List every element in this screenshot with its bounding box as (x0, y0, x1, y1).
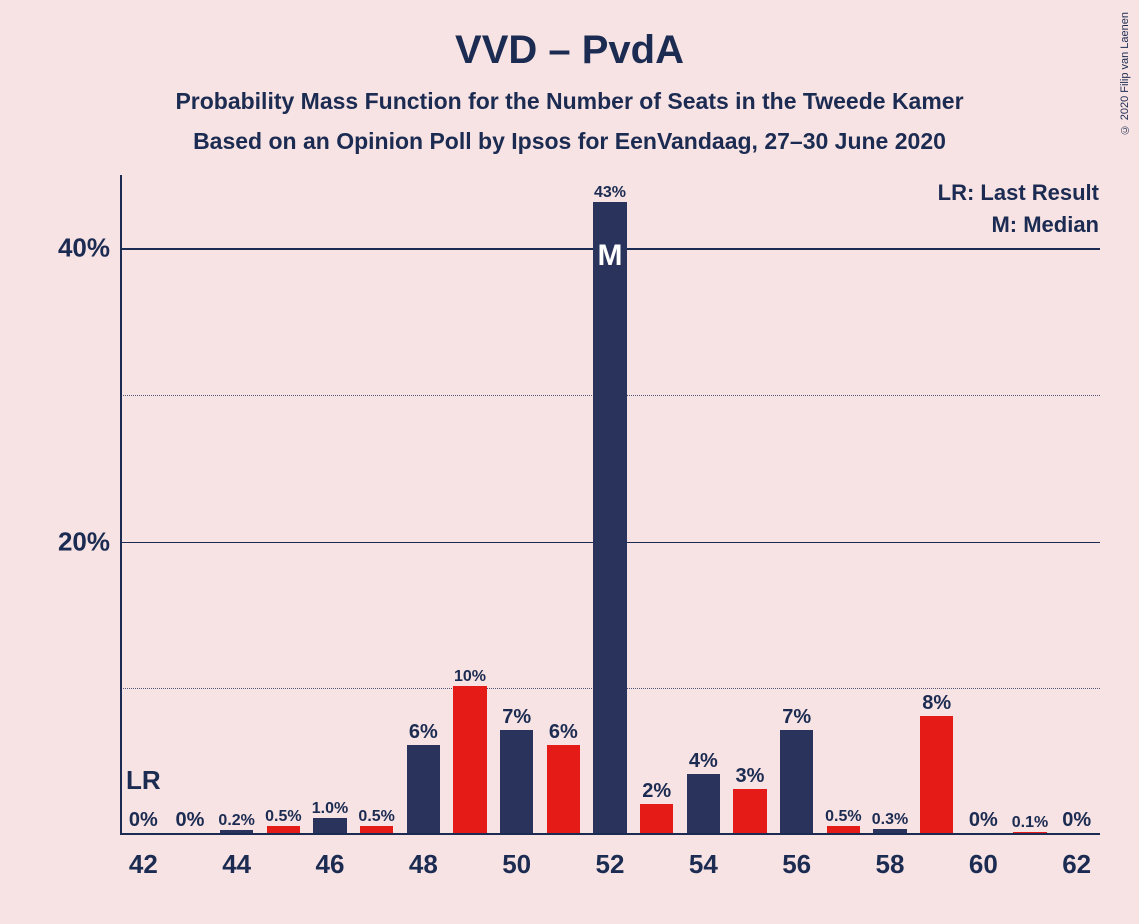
bar (780, 730, 814, 833)
bar-value-label: 0.3% (872, 811, 908, 829)
bar-value-label: 0% (969, 809, 998, 832)
bar (827, 826, 861, 833)
x-tick-label: 56 (782, 849, 811, 880)
bar (640, 804, 674, 833)
bar (360, 826, 394, 833)
bar-value-label: 7% (782, 706, 811, 729)
bar (267, 826, 301, 833)
bar (547, 745, 581, 833)
x-tick-label: 50 (502, 849, 531, 880)
bar-value-label: 7% (502, 706, 531, 729)
chart-title: VVD – PvdA (0, 28, 1139, 73)
y-tick-label: 20% (35, 526, 110, 557)
bar-value-label: 3% (736, 765, 765, 788)
bar-value-label: 2% (642, 780, 671, 803)
bar (1013, 832, 1047, 833)
bar-value-label: 1.0% (312, 800, 348, 818)
bar-value-label: 0% (1062, 809, 1091, 832)
y-tick-label: 40% (35, 233, 110, 264)
pmf-chart: VVD – PvdA Probability Mass Function for… (0, 0, 1139, 924)
chart-subtitle-1: Probability Mass Function for the Number… (0, 88, 1139, 115)
bar-value-label: 0.5% (265, 808, 301, 826)
bar (873, 829, 907, 833)
bar-value-label: 0.5% (358, 808, 394, 826)
bar-value-label: 0% (129, 809, 158, 832)
bar-value-label: 0.1% (1012, 814, 1048, 832)
bar (500, 730, 534, 833)
x-tick-label: 42 (129, 849, 158, 880)
x-tick-label: 52 (596, 849, 625, 880)
x-tick-label: 46 (316, 849, 345, 880)
chart-subtitle-2: Based on an Opinion Poll by Ipsos for Ee… (0, 128, 1139, 155)
bar (733, 789, 767, 833)
bar-value-label: 0.5% (825, 808, 861, 826)
bar (920, 716, 954, 833)
median-marker: M (598, 239, 623, 273)
bar-value-label: 6% (409, 721, 438, 744)
bar-value-label: 0% (176, 809, 205, 832)
y-axis (120, 175, 122, 835)
copyright-text: © 2020 Filip van Laenen (1119, 12, 1131, 135)
bar-value-label: 10% (454, 668, 486, 686)
bar-value-label: 43% (594, 184, 626, 202)
bar (453, 686, 487, 833)
x-tick-label: 60 (969, 849, 998, 880)
x-tick-label: 58 (876, 849, 905, 880)
bar (407, 745, 441, 833)
bar (593, 202, 627, 833)
bar (220, 830, 254, 833)
x-tick-label: 62 (1062, 849, 1091, 880)
x-tick-label: 48 (409, 849, 438, 880)
bar-value-label: 4% (689, 750, 718, 773)
bar-value-label: 6% (549, 721, 578, 744)
x-tick-label: 54 (689, 849, 718, 880)
bar-value-label: 0.2% (218, 812, 254, 830)
plot-area: 20%40%42444648505254565860620%0%0.2%0.5%… (120, 175, 1100, 835)
x-tick-label: 44 (222, 849, 251, 880)
x-axis (120, 833, 1100, 835)
bar-value-label: 8% (922, 692, 951, 715)
bar (313, 818, 347, 833)
bar (687, 774, 721, 833)
last-result-marker: LR (126, 765, 161, 796)
